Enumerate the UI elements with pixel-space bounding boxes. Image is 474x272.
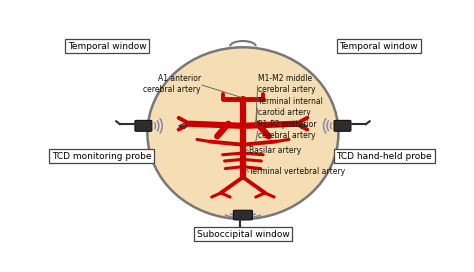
Text: TCD monitoring probe: TCD monitoring probe <box>52 152 151 161</box>
Text: P1-P2 posterior
cerebral artery: P1-P2 posterior cerebral artery <box>258 120 317 140</box>
Text: Basilar artery: Basilar artery <box>249 147 301 156</box>
Text: M1-M2 middle
cerebral artery: M1-M2 middle cerebral artery <box>258 74 316 94</box>
Ellipse shape <box>147 47 338 219</box>
Text: Temporal window: Temporal window <box>68 42 146 51</box>
Text: Temporal window: Temporal window <box>339 42 418 51</box>
Text: A1 anterior
cerebral artery: A1 anterior cerebral artery <box>143 74 201 94</box>
FancyBboxPatch shape <box>233 210 253 220</box>
Text: TCD hand-held probe: TCD hand-held probe <box>337 152 432 161</box>
FancyBboxPatch shape <box>334 120 351 131</box>
Text: Terminal internal
carotid artery: Terminal internal carotid artery <box>258 97 323 117</box>
FancyBboxPatch shape <box>135 120 152 131</box>
Text: Suboccipital window: Suboccipital window <box>197 230 289 239</box>
Text: Terminal vertebral artery: Terminal vertebral artery <box>249 168 345 177</box>
